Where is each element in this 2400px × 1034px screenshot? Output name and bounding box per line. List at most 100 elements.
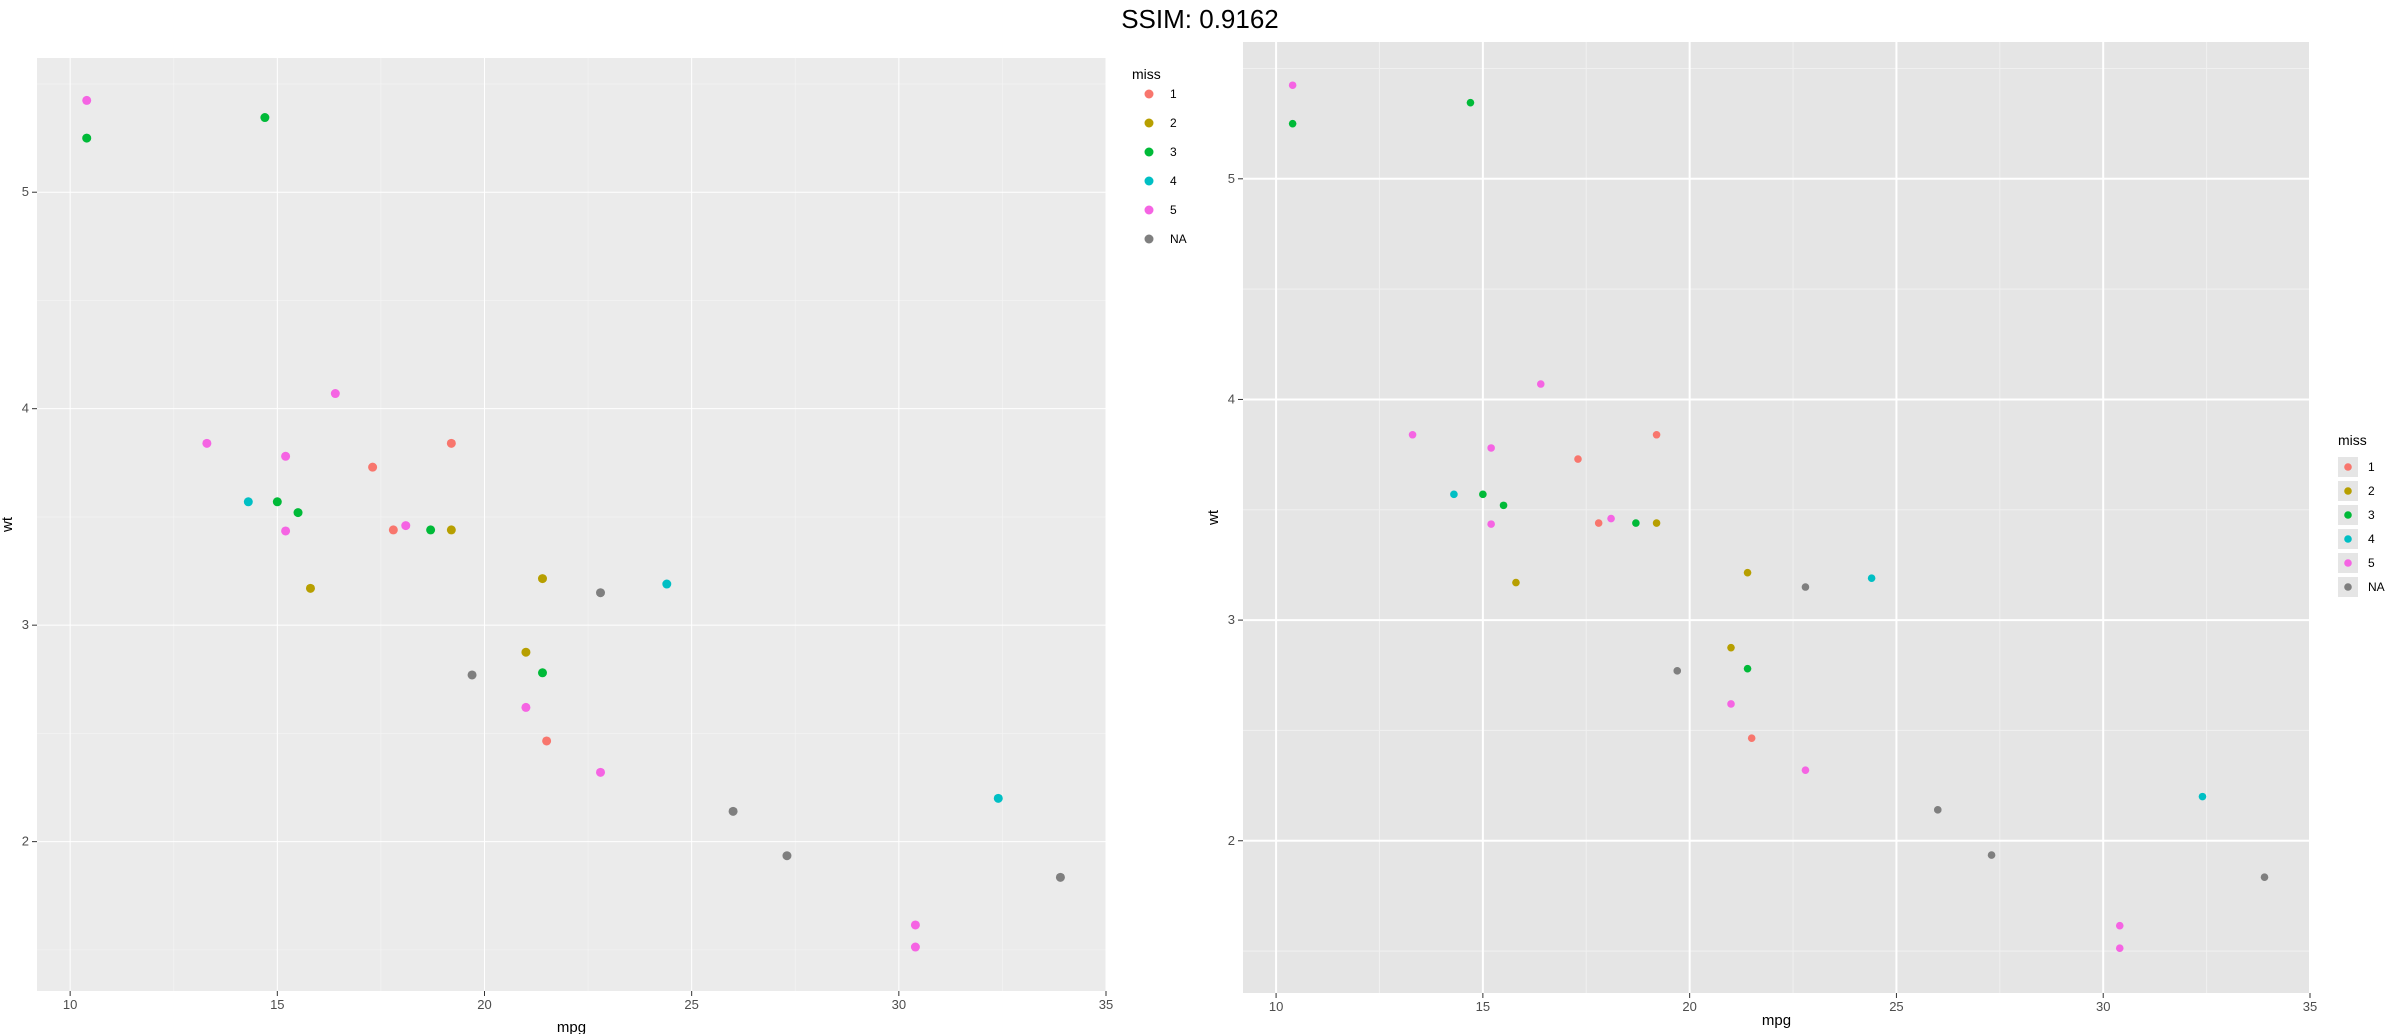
x-axis-title: mpg [557, 1019, 586, 1034]
y-tick-label: 5 [1228, 171, 1235, 186]
data-point-miss-3 [426, 525, 436, 535]
data-point-miss-3 [272, 497, 282, 507]
scatter-plot-1: 10 15 20 25 30 35 2 3 4 5 mpg wt miss 1 2 3 4 5 NA [0, 58, 1187, 1034]
legend-label: 2 [1170, 116, 1177, 130]
data-point-miss-4 [662, 579, 672, 589]
data-point-miss-5 [202, 438, 212, 448]
legend-key-miss-2 [2344, 487, 2352, 495]
plot-panel-background [37, 58, 1106, 991]
y-tick-label: 2 [1228, 833, 1235, 848]
data-point-miss-3 [1288, 119, 1297, 128]
data-point-miss-na [1055, 872, 1065, 882]
data-point-miss-5 [1487, 444, 1495, 452]
data-point-miss-2 [537, 574, 547, 584]
legend-title: miss [1132, 66, 1161, 82]
legend-label: 4 [1170, 174, 1177, 188]
data-point-miss-2 [446, 525, 456, 535]
data-point-miss-na [1801, 583, 1810, 591]
x-tick-label: 25 [684, 997, 698, 1012]
y-tick-label: 5 [22, 184, 29, 199]
legend-key-miss-2 [1144, 118, 1154, 128]
data-point-miss-4 [1450, 490, 1458, 499]
data-point-miss-5 [521, 702, 531, 712]
y-tick-label: 2 [22, 834, 29, 849]
data-point-miss-na [782, 851, 792, 861]
data-point-miss-1 [1574, 455, 1582, 463]
data-point-miss-2 [305, 583, 315, 593]
data-point-miss-3 [82, 133, 92, 143]
data-point-miss-1 [446, 438, 456, 448]
data-point-miss-5 [2115, 921, 2124, 930]
x-tick-label: 15 [1476, 999, 1490, 1014]
x-tick-label: 35 [2303, 999, 2317, 1014]
y-tick-label: 4 [22, 401, 29, 416]
page-title: SSIM: 0.9162 [1121, 4, 1279, 34]
data-point-miss-2 [1652, 519, 1661, 527]
data-point-miss-5 [82, 95, 92, 105]
data-point-miss-5 [1536, 380, 1545, 388]
data-point-miss-1 [1652, 430, 1661, 439]
y-tick-label: 3 [22, 617, 29, 632]
data-point-miss-4 [993, 793, 1003, 803]
legend-label: NA [1170, 232, 1187, 246]
legend-key-miss-5 [2344, 559, 2352, 567]
x-tick-label: 15 [270, 997, 284, 1012]
data-point-miss-5 [281, 526, 291, 536]
legend-title: miss [2338, 432, 2367, 448]
x-tick-label: 10 [63, 997, 77, 1012]
data-point-miss-3 [1632, 519, 1640, 527]
data-point-miss-5 [281, 451, 291, 461]
data-point-miss-5 [401, 521, 411, 531]
y-tick-label: 3 [1228, 612, 1235, 627]
legend-label: NA [2368, 580, 2385, 594]
x-axis-title: mpg [1762, 1012, 1791, 1029]
x-tick-label: 25 [1889, 999, 1903, 1014]
data-point-miss-2 [521, 647, 531, 657]
data-point-miss-5 [330, 389, 340, 399]
y-axis-title: wt [1205, 509, 1222, 526]
data-point-miss-5 [1408, 430, 1417, 439]
data-point-miss-1 [388, 525, 398, 535]
legend-key-miss-1 [1144, 89, 1154, 99]
data-point-miss-na [728, 806, 738, 816]
legend-key-miss-4 [1144, 176, 1154, 186]
legend-key-miss-na [1144, 234, 1154, 244]
data-point-miss-na [467, 670, 477, 680]
data-point-miss-na [1987, 851, 1996, 859]
data-point-miss-5 [2115, 944, 2124, 953]
legend-label: 3 [2368, 508, 2375, 522]
data-point-miss-na [1673, 667, 1682, 675]
data-point-miss-4 [1867, 574, 1876, 582]
data-point-miss-3 [1466, 98, 1475, 107]
legend-key-miss-4 [2344, 535, 2352, 543]
data-point-miss-na [1933, 806, 1942, 814]
x-tick-label: 10 [1269, 999, 1283, 1014]
data-point-miss-5 [1607, 514, 1615, 523]
legend-label: 5 [2368, 556, 2375, 570]
data-point-miss-1 [1747, 734, 1756, 742]
data-point-miss-5 [1727, 700, 1735, 708]
x-tick-label: 30 [2096, 999, 2110, 1014]
data-point-miss-3 [1479, 490, 1487, 499]
legend-label: 1 [1170, 87, 1177, 101]
plot-panel-background [1243, 42, 2310, 993]
x-tick-label: 20 [477, 997, 491, 1012]
data-point-miss-2 [1743, 568, 1752, 577]
data-point-miss-1 [1594, 519, 1603, 527]
data-point-miss-3 [260, 113, 270, 123]
data-point-miss-2 [1512, 578, 1520, 587]
y-tick-label: 4 [1228, 391, 1235, 406]
legend-label: 4 [2368, 532, 2375, 546]
legend-key-miss-3 [2344, 511, 2352, 519]
data-point-miss-3 [1743, 664, 1752, 673]
legend-key-miss-1 [2344, 463, 2352, 471]
legend-label: 1 [2368, 460, 2375, 474]
data-point-miss-2 [1727, 643, 1735, 652]
data-point-miss-5 [910, 942, 920, 952]
data-point-miss-5 [596, 767, 606, 777]
legend-key-miss-5 [1144, 205, 1154, 215]
data-point-miss-4 [243, 497, 253, 507]
